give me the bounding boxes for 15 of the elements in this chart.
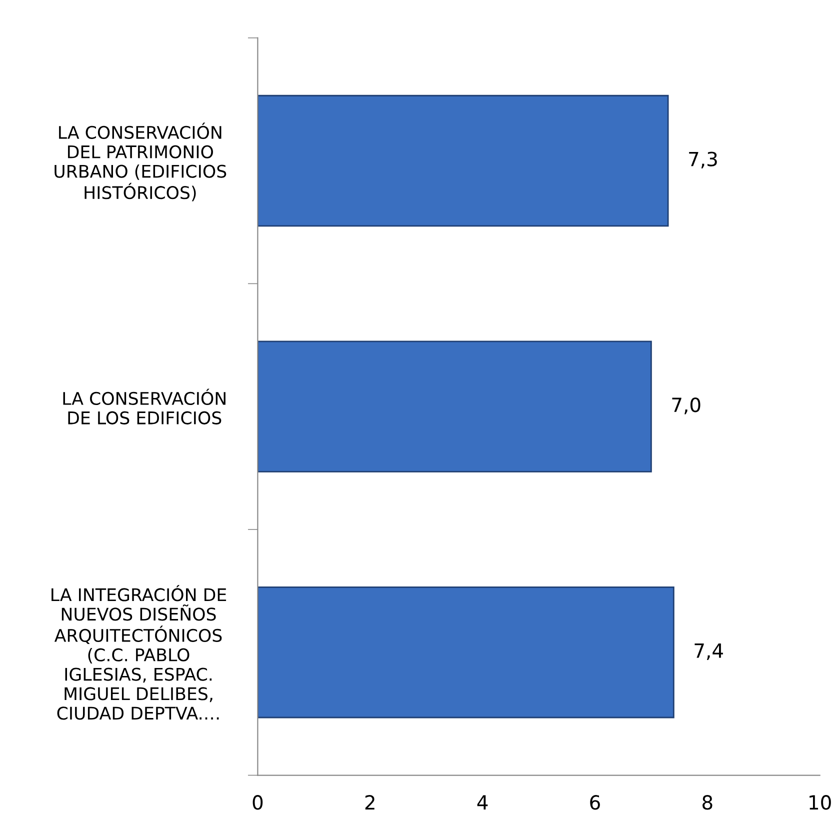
- x-tick-label: 10: [810, 795, 831, 810]
- y-tick-label: LA CONSERVACIÓN DE LOS EDIFICIOS: [63, 388, 226, 424]
- y-tick-label: LA INTEGRACIÓN DE NUEVOS DISEÑOS ARQUITECTÓNICOS (C.C. PABLO IGLESIAS, ESPAC. MIGUEL DELIBES, CIUDAD DEPTVA.…: [52, 585, 226, 720]
- x-tick-label: 2: [365, 795, 374, 810]
- bar: [258, 340, 652, 472]
- y-tick-label: LA CONSERVACIÓN DEL PATRIMONIO URBANO (EDIFICIOS HISTÓRICOS): [54, 122, 226, 202]
- data-label: 7,4: [694, 644, 723, 660]
- data-label: 7,3: [689, 152, 717, 168]
- bar: [258, 586, 674, 718]
- bar: [258, 94, 669, 227]
- x-tick-label: 0: [252, 795, 263, 810]
- x-tick-label: 6: [590, 795, 600, 810]
- x-tick-label: 4: [477, 795, 488, 810]
- x-tick-label: 8: [702, 795, 712, 810]
- data-label: 7,0: [672, 397, 700, 414]
